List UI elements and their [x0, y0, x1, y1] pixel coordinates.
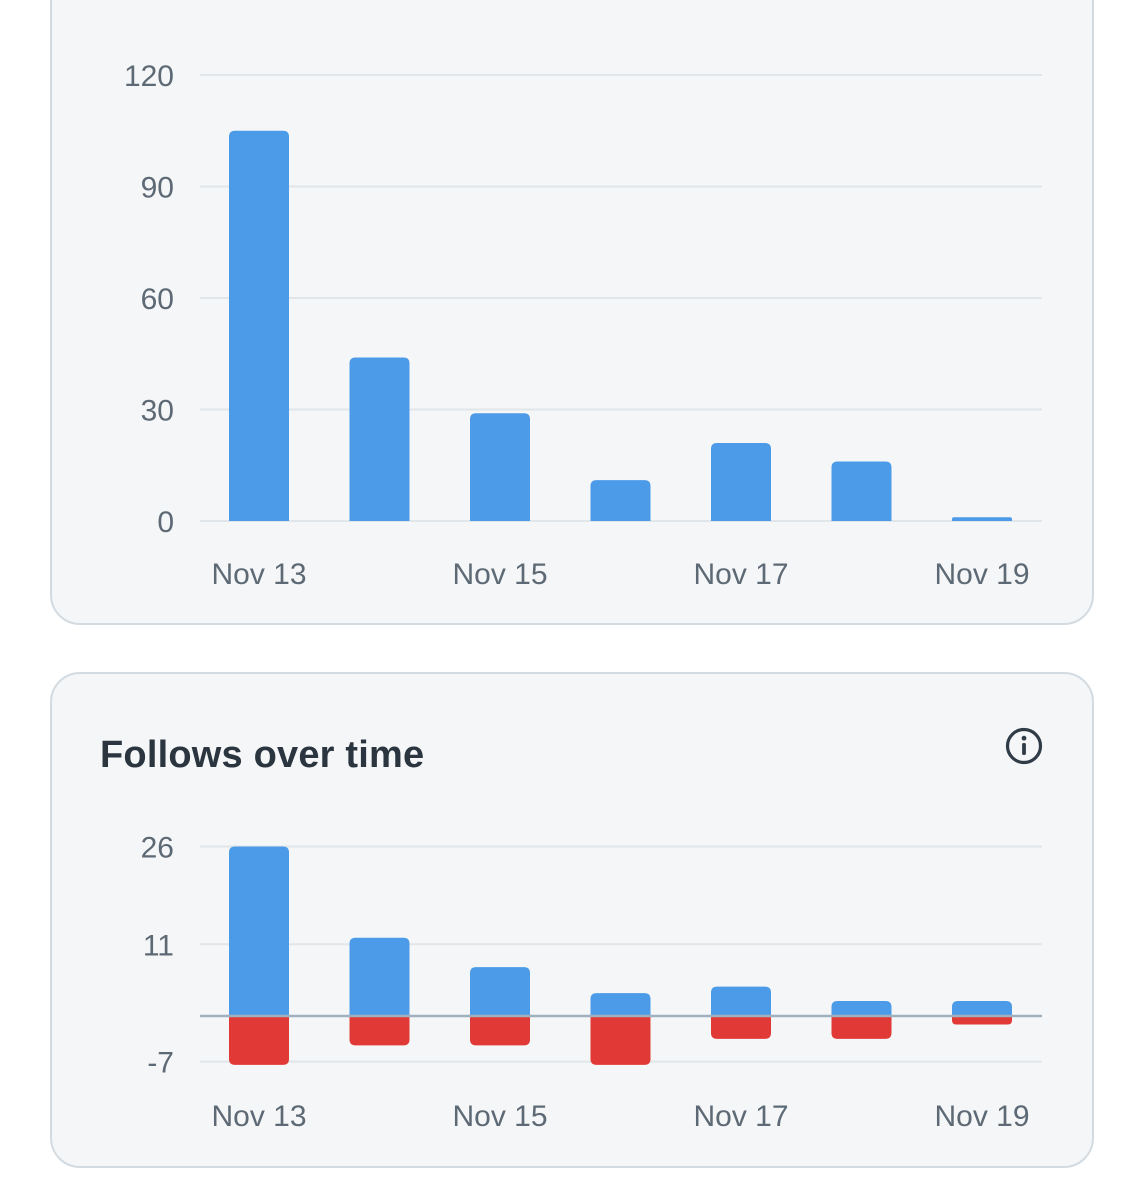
x-tick-label: Nov 19 [934, 558, 1029, 591]
x-tick-label: Nov 19 [934, 1100, 1029, 1133]
x-tick-label: Nov 17 [693, 558, 788, 591]
bar [952, 517, 1012, 521]
bar-follows [831, 1001, 892, 1016]
bar [349, 357, 410, 521]
y-tick-label: 60 [141, 283, 174, 316]
x-tick-label: Nov 15 [452, 1100, 547, 1133]
info-icon[interactable] [1004, 726, 1044, 766]
bar [470, 413, 530, 521]
follows-bar-chart: -7 11 26 Nov 13 Nov 15 Nov 17 Nov 19 [141, 831, 1042, 1133]
bar-unfollows [470, 1016, 530, 1046]
bar-unfollows [229, 1016, 289, 1065]
y-tick-label: 120 [124, 60, 174, 93]
bar-follows [711, 986, 771, 1016]
y-tick-label: -7 [147, 1047, 174, 1080]
bar [711, 442, 771, 521]
bar-follows [590, 993, 651, 1016]
bar-unfollows [952, 1016, 1012, 1025]
card-title: Follows over time [100, 734, 425, 776]
bar-unfollows [711, 1016, 771, 1039]
bar-unfollows [349, 1016, 410, 1046]
x-tick-label: Nov 13 [211, 1100, 306, 1133]
bar-follows [952, 1001, 1012, 1016]
bar [229, 130, 289, 521]
follows-over-time-card: Follows over time -7 11 26 Nov 13 Nov 15 Nov … [50, 672, 1094, 1168]
y-tick-label: 0 [157, 506, 174, 539]
x-tick-label: Nov 13 [211, 558, 306, 591]
y-tick-label: 90 [141, 172, 174, 205]
top-bar-chart: 0 30 60 90 120 Nov 13 Nov 15 Nov 17 Nov 19 [124, 60, 1042, 591]
bar [831, 461, 892, 521]
bar [590, 480, 651, 521]
y-tick-label: 30 [141, 395, 174, 428]
bar-unfollows [590, 1016, 651, 1065]
chart-card-top: 0 30 60 90 120 Nov 13 Nov 15 Nov 17 Nov 19 [50, 0, 1094, 625]
bar-unfollows [831, 1016, 892, 1039]
y-tick-label: 11 [143, 929, 174, 962]
x-tick-label: Nov 15 [452, 558, 547, 591]
bar-follows [470, 967, 530, 1016]
x-tick-label: Nov 17 [693, 1100, 788, 1133]
bar-follows [229, 846, 289, 1016]
y-tick-label: 26 [141, 831, 174, 864]
bar-follows [349, 937, 410, 1016]
